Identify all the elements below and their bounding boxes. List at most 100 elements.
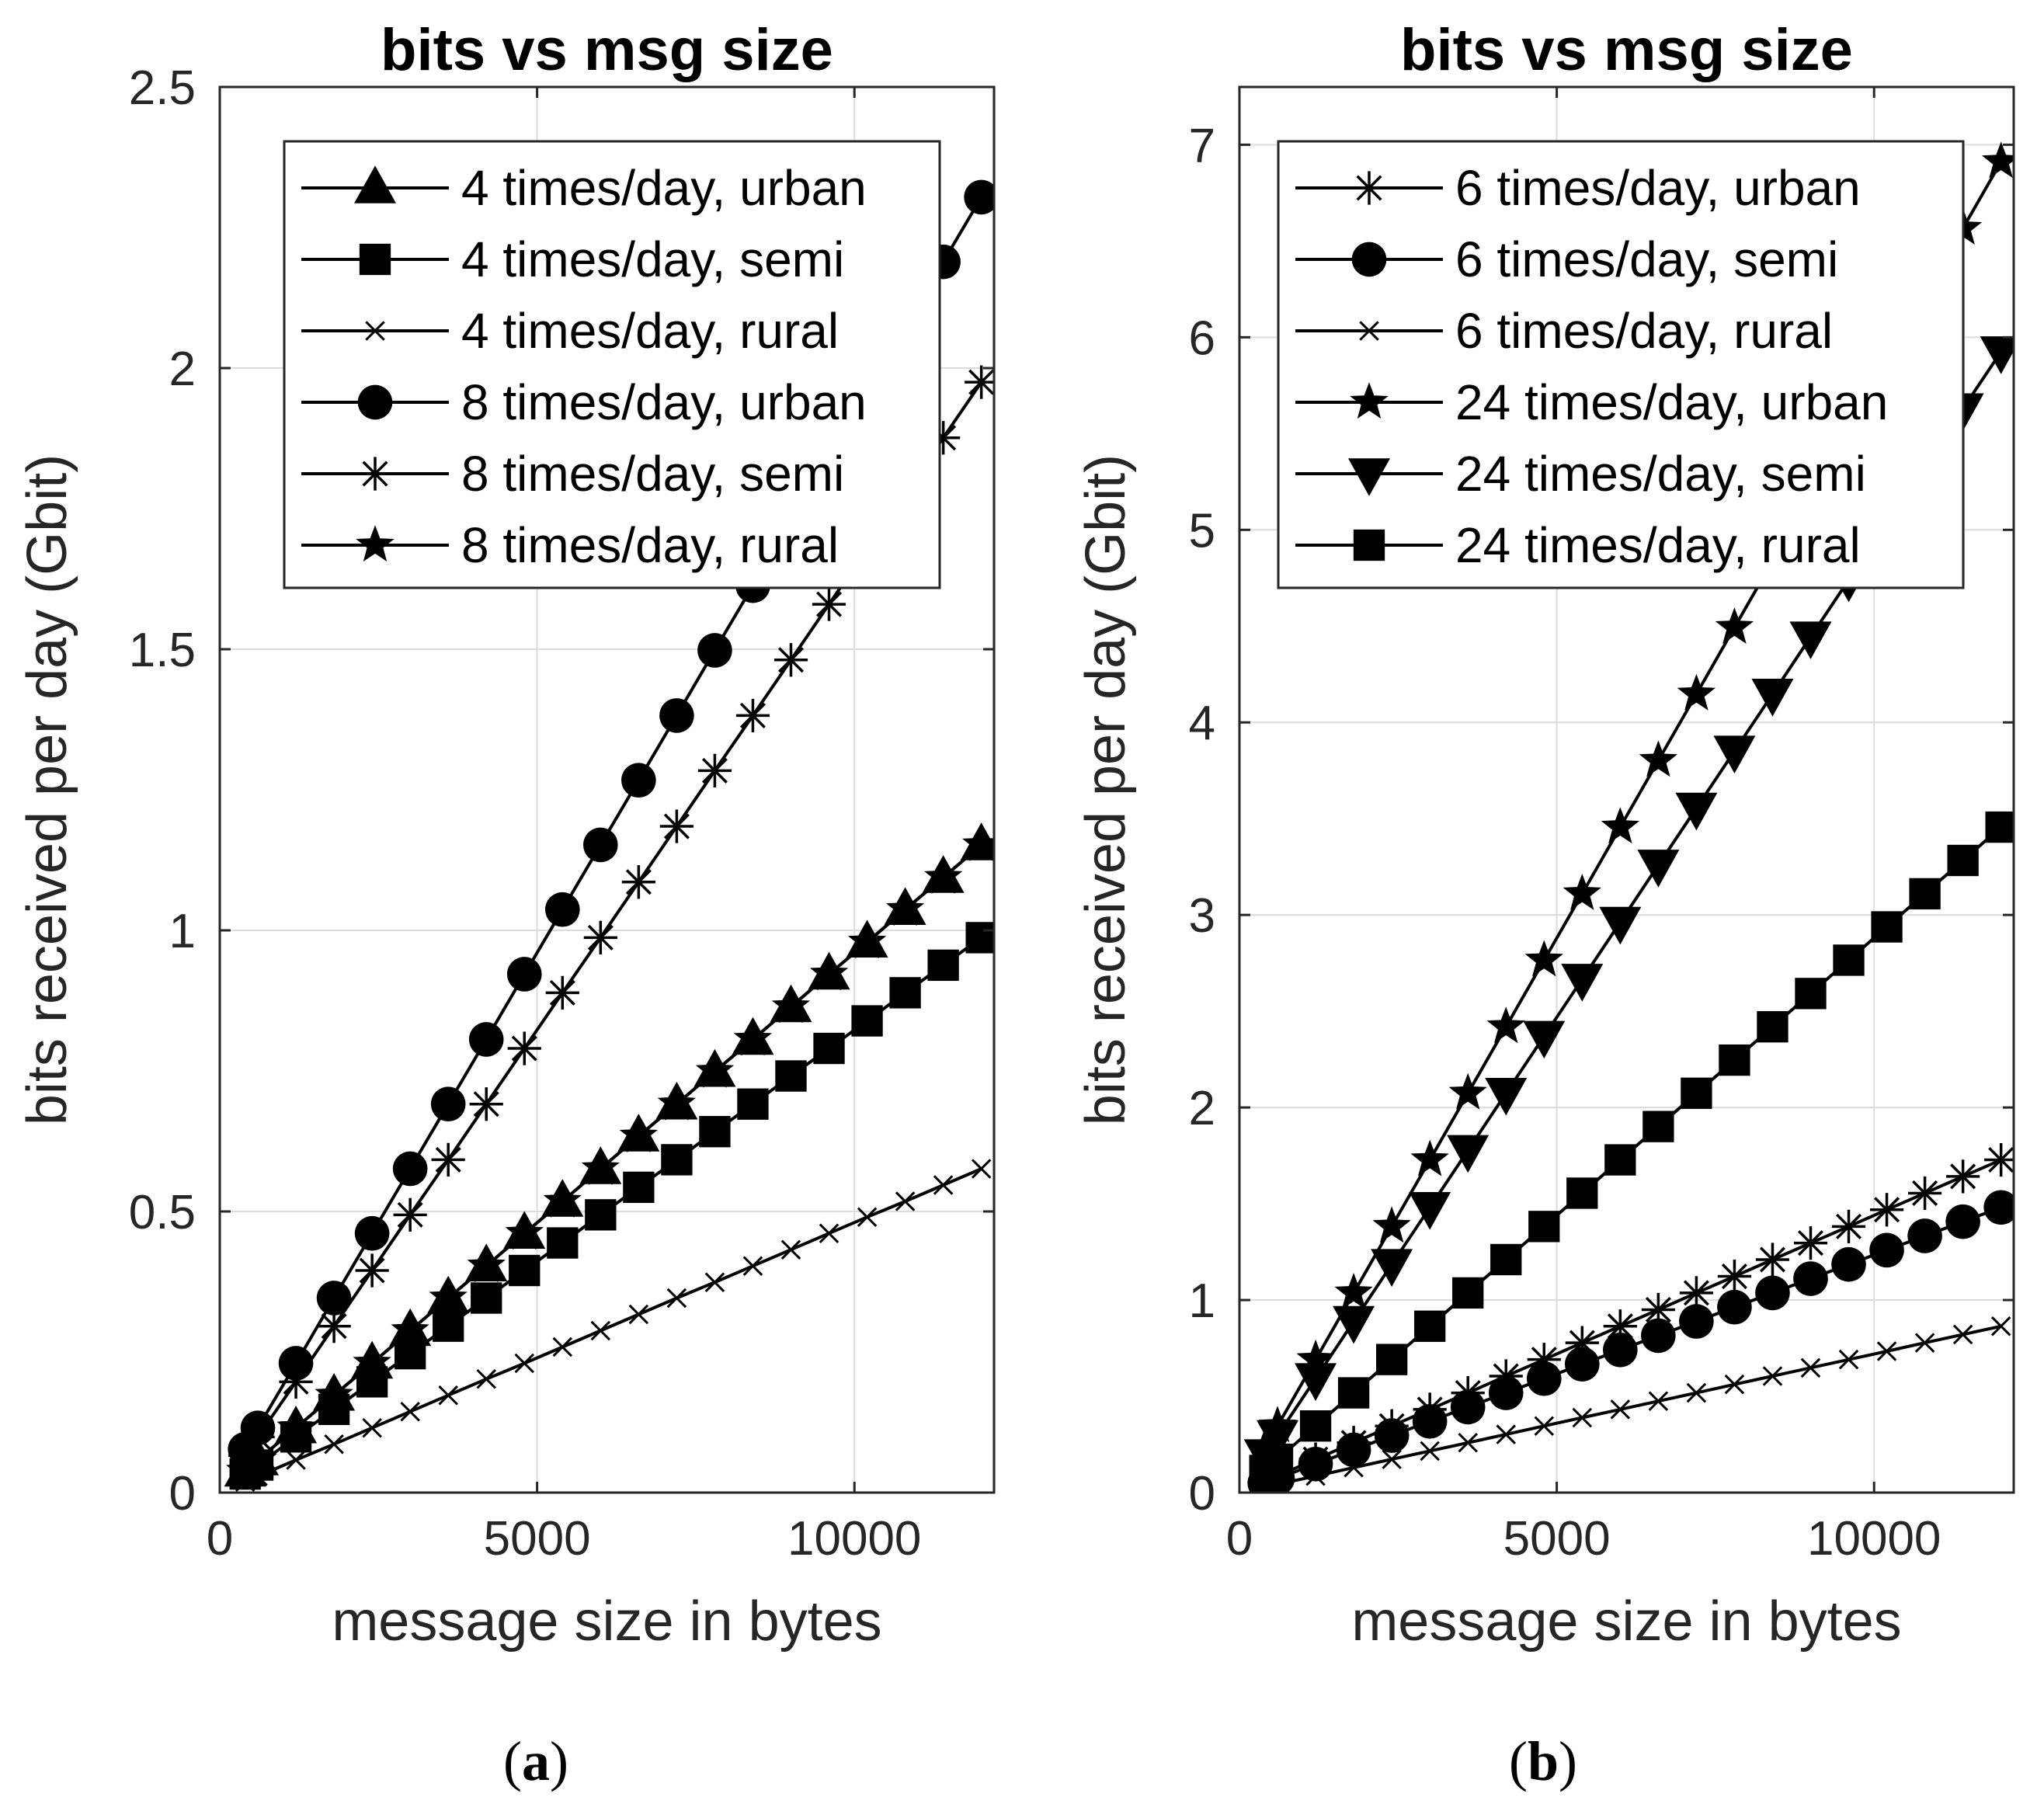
data-point [1409, 1191, 1451, 1230]
legend-label: 4 times/day, urban [461, 160, 867, 216]
legend-marker [1351, 242, 1387, 277]
data-point [1572, 1407, 1593, 1428]
data-point [1496, 1424, 1516, 1444]
data-point [509, 1254, 541, 1287]
data-point [1686, 1382, 1707, 1403]
data-point [1410, 1139, 1449, 1177]
data-point [1603, 1309, 1637, 1343]
data-point [737, 1088, 769, 1120]
legend-entry: 8 times/day, urban [301, 374, 867, 430]
data-point [619, 1116, 658, 1152]
data-point [581, 1149, 620, 1185]
data-point [733, 1019, 773, 1056]
data-point [1527, 1343, 1561, 1377]
data-point [585, 1199, 617, 1231]
x-tick-label: 10000 [1807, 1512, 1941, 1566]
data-point [1914, 1333, 1935, 1353]
data-point [704, 1272, 725, 1292]
data-point [1831, 1246, 1866, 1282]
data-point [355, 1253, 389, 1288]
data-point [507, 1031, 541, 1065]
y-tick-label: 0.5 [129, 1186, 196, 1239]
data-point [583, 920, 617, 955]
data-point [1523, 1020, 1566, 1059]
legend-entry: 24 times/day, rural [1295, 517, 1861, 573]
data-point [1980, 336, 2014, 374]
data-point [697, 633, 732, 668]
chart-panel-a: 0 5000 10000 0 0.5 1 1.5 2 2.5 bits vs msg size me… [16, 17, 996, 1792]
data-point [391, 1310, 429, 1347]
series-line-3 [1251, 1324, 2002, 1492]
data-point [1762, 1366, 1783, 1386]
data-point [429, 1277, 468, 1315]
data-point [1448, 1072, 1487, 1110]
data-point [1909, 878, 1941, 910]
data-point [621, 865, 655, 899]
data-point [1599, 906, 1642, 945]
data-point [468, 1022, 504, 1057]
data-point [895, 1191, 916, 1211]
data-point [1679, 1304, 1714, 1339]
y-tick-label: 6 [1189, 311, 1215, 365]
data-point [813, 1032, 845, 1065]
plot-area [224, 179, 994, 1493]
data-point [1566, 1177, 1598, 1209]
data-point [1296, 1339, 1335, 1376]
data-point [699, 1116, 731, 1148]
data-point [1485, 1077, 1528, 1116]
data-point [965, 365, 994, 399]
data-point [924, 857, 963, 894]
data-point [1675, 792, 1718, 831]
data-point [1755, 1243, 1790, 1277]
legend-marker [1359, 321, 1379, 341]
data-point [926, 421, 961, 455]
y-tick-label: 2 [1189, 1082, 1215, 1135]
legend-entry: 6 times/day, rural [1295, 303, 1833, 359]
data-point [1637, 850, 1680, 888]
legend-entry: 8 times/day, semi [301, 446, 844, 502]
data-point [1261, 1443, 1294, 1476]
data-point [1561, 964, 1604, 1002]
legend-marker [359, 243, 391, 276]
data-point [1299, 1410, 1332, 1442]
chart-title: bits vs msg size [381, 17, 833, 83]
legend-marker [357, 384, 393, 420]
data-point [621, 763, 656, 798]
data-point [1907, 1176, 1942, 1211]
data-point [659, 698, 694, 733]
data-point [238, 1440, 277, 1476]
axes-box [218, 85, 996, 1494]
data-point [1869, 1193, 1904, 1227]
y-tick-label: 1 [169, 905, 196, 958]
subfigure-caption: (b) [1509, 1730, 1577, 1792]
y-tick-label: 7 [1189, 119, 1215, 172]
data-point [1793, 1261, 1828, 1296]
data-point [1793, 1226, 1828, 1260]
axes-box [1238, 85, 2015, 1494]
data-point [583, 827, 618, 863]
data-point [1789, 621, 1832, 659]
y-tick-label: 1 [1189, 1274, 1215, 1328]
x-tick-label: 5000 [484, 1512, 591, 1566]
data-point [241, 1420, 275, 1454]
data-point [1412, 1403, 1448, 1439]
legend-label: 24 times/day, rural [1455, 517, 1861, 573]
data-point [771, 986, 811, 1024]
data-point [316, 1281, 352, 1316]
data-point [1564, 1347, 1600, 1382]
data-point [962, 825, 994, 861]
data-point [885, 889, 925, 926]
data-point [1374, 1418, 1410, 1453]
data-point [544, 892, 580, 927]
data-point [393, 1197, 427, 1232]
data-point [773, 643, 808, 677]
data-point [1452, 1277, 1484, 1309]
data-point [353, 1343, 391, 1380]
series-line-2 [231, 936, 982, 1486]
series-6 [226, 825, 994, 1488]
caption-open-paren: ( [503, 1730, 522, 1792]
data-point [1610, 1399, 1631, 1420]
y-tick-label: 2 [169, 342, 196, 396]
data-point [1946, 1159, 1980, 1194]
